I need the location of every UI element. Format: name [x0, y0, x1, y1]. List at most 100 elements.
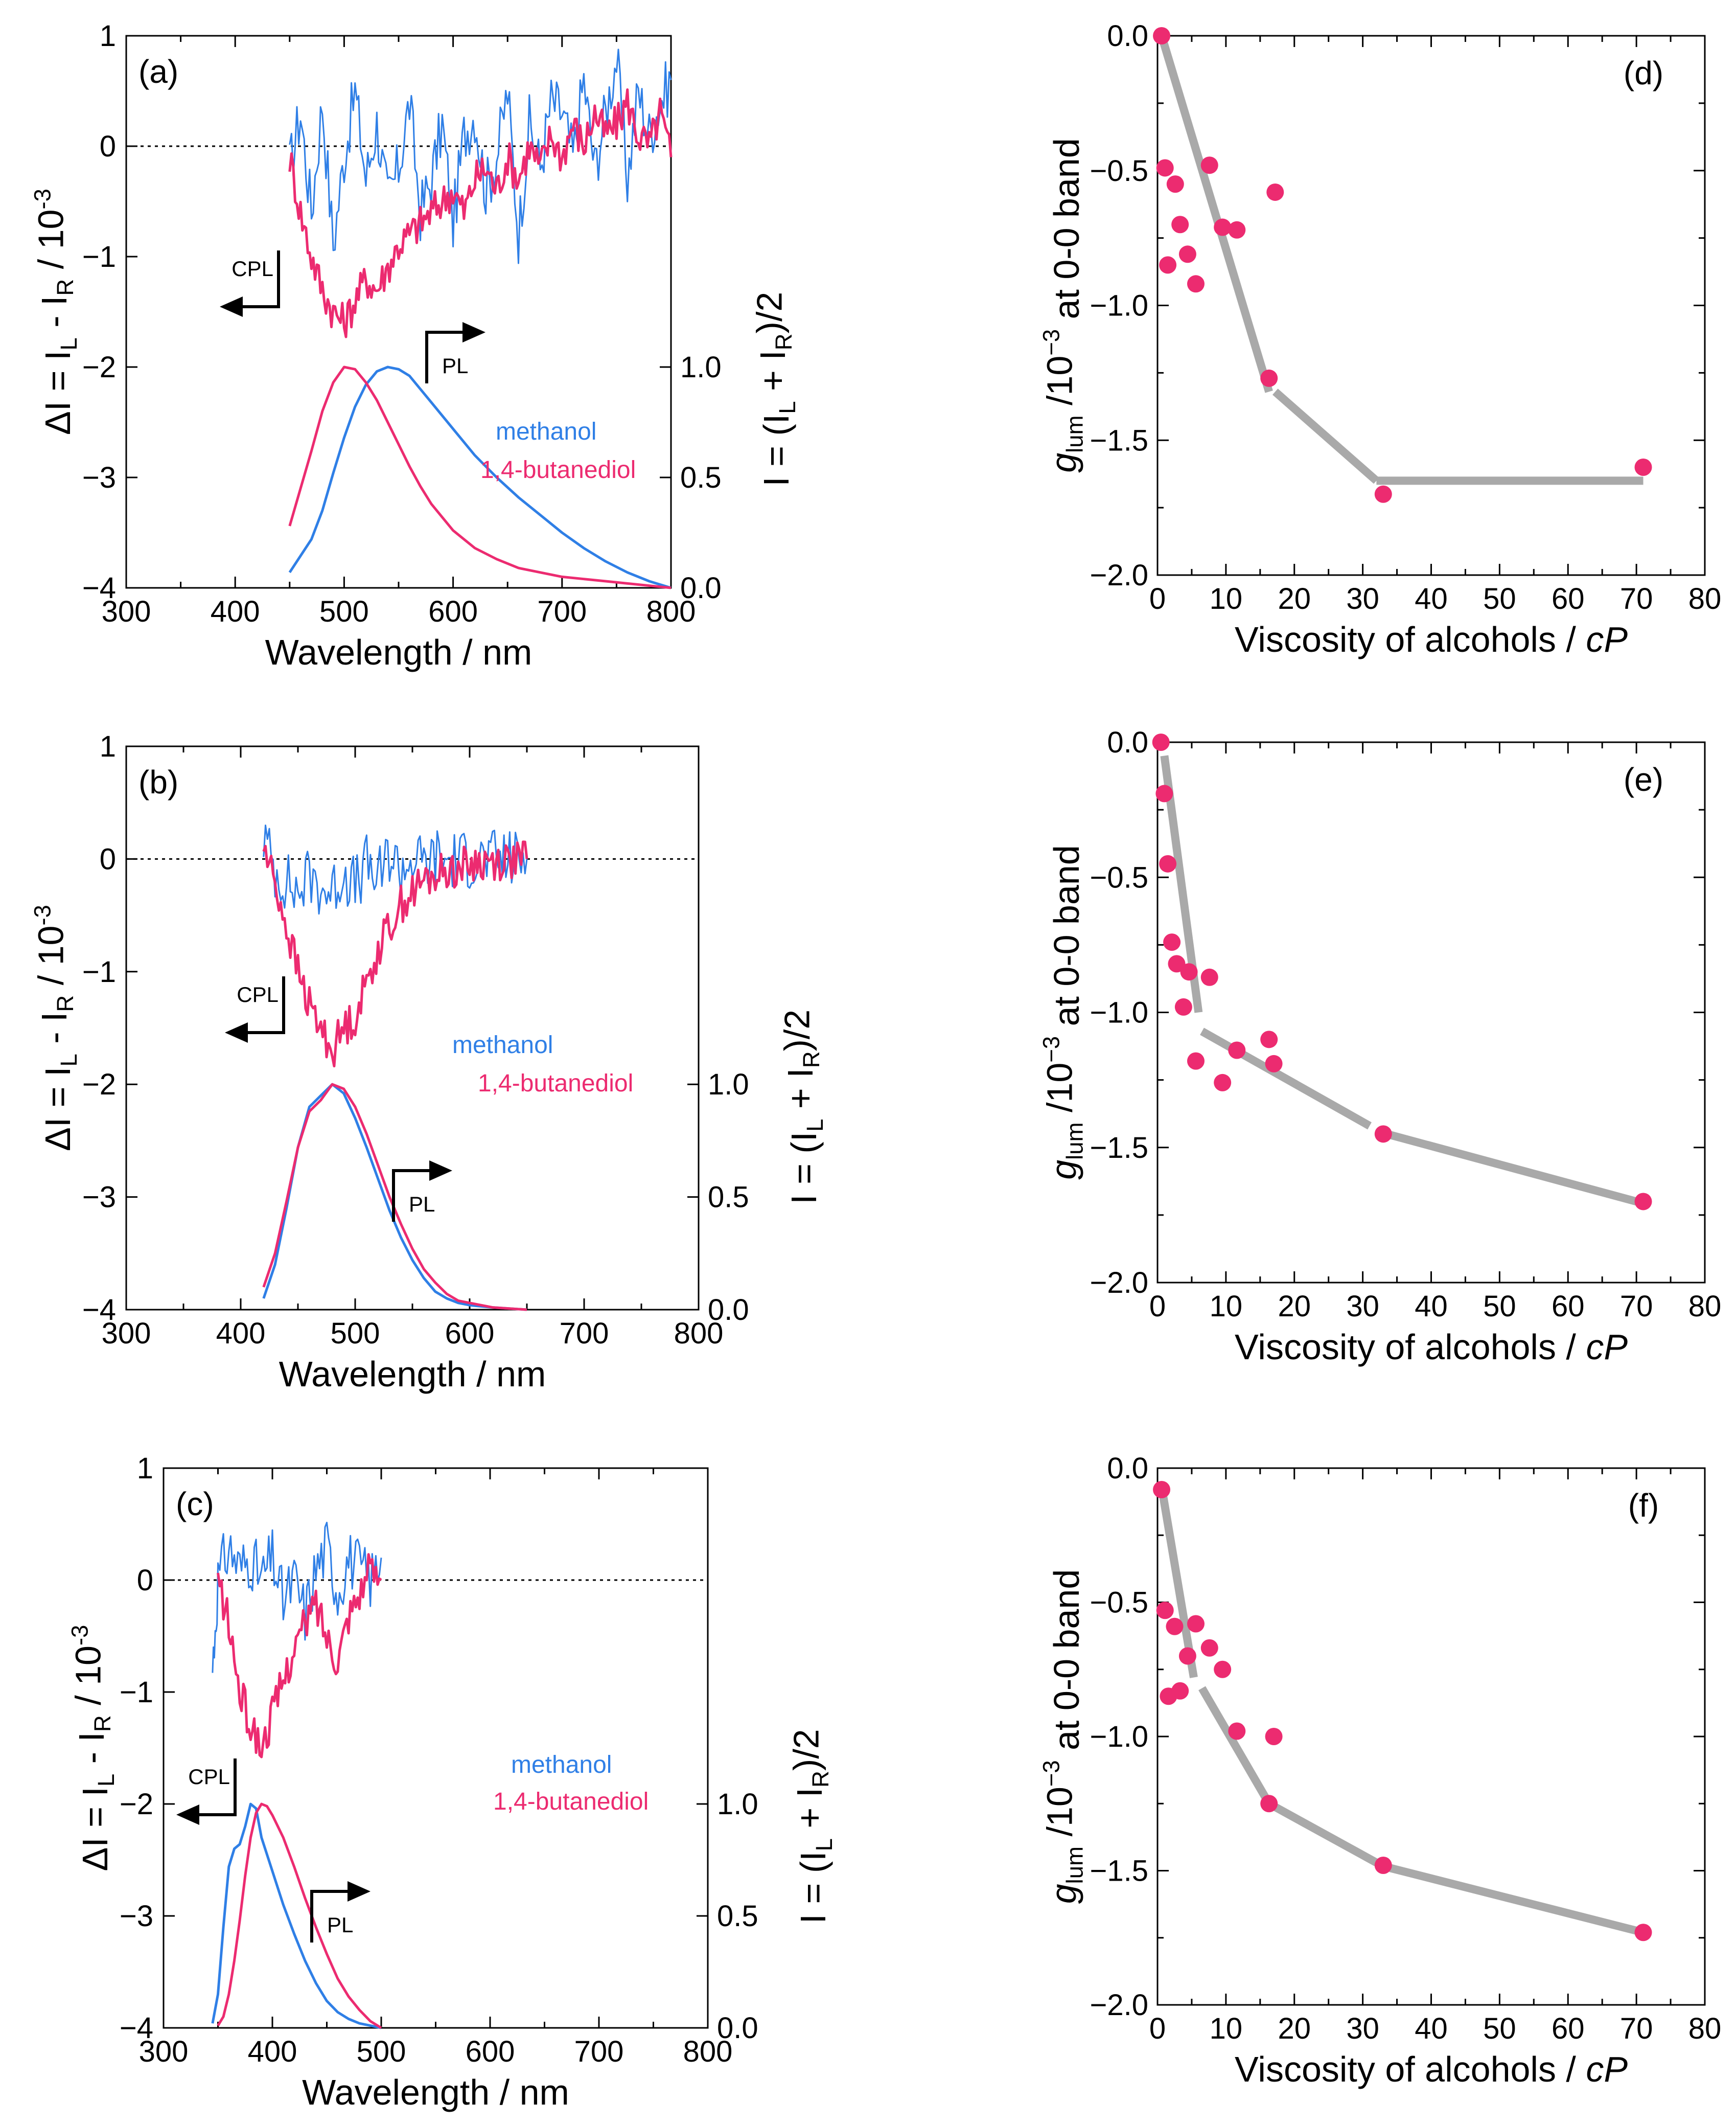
label-subscript: lum: [1062, 1123, 1088, 1160]
y-tick-label: −1.0: [1090, 289, 1149, 323]
label-superscript: −3: [1038, 1036, 1064, 1063]
pl-label: PL: [442, 354, 468, 378]
methanol-pl-line: [211, 1802, 382, 2029]
y-right-axis-title-group: I = (IL​ + IR​)/2: [749, 292, 800, 487]
data-point: [1260, 369, 1278, 387]
x-tick-label: 400: [216, 1317, 266, 1350]
x-tick-label: 0: [1149, 582, 1166, 615]
trend-line: [1385, 1130, 1638, 1206]
label-subscript: lum: [1062, 1846, 1088, 1884]
y-tick-label: −1.5: [1090, 1131, 1149, 1164]
panel-d: 0 10 20 30 40 50 60 70 80 0.0 −0.5 −1.0 −1.5 −2.0 (d) V…: [1038, 19, 1722, 659]
label-part: cP: [1586, 1327, 1628, 1367]
panel-f: 0 10 20 30 40 50 60 70 80 0.0 −0.5 −1.0 −1.5 −2.0 (f) V…: [1038, 1452, 1722, 2089]
panel-label: (a): [138, 53, 178, 90]
x-tick-label: 10: [1210, 582, 1243, 615]
label-part: )/2: [749, 292, 789, 334]
data-point: [1166, 1617, 1184, 1635]
y-axis-title-group: glum /10−3 at 0-0 band: [1038, 138, 1088, 473]
cpl-label: CPL: [232, 257, 273, 281]
panel-label: (f): [1628, 1487, 1659, 1524]
data-point: [1180, 963, 1198, 981]
cpl-arrow-head: [176, 1804, 199, 1825]
data-point: [1228, 1722, 1246, 1740]
data-point: [1214, 1073, 1232, 1091]
x-tick-label: 10: [1210, 1290, 1243, 1323]
y-tick-label: 0: [100, 130, 116, 163]
label-subscript: L: [56, 337, 82, 350]
y-tick-label: −2.0: [1090, 1989, 1149, 2022]
data-point: [1178, 245, 1196, 263]
y-axis-title-group: glum /10−3 at 0-0 band: [1038, 1569, 1088, 1904]
x-tick-label: 10: [1210, 2012, 1243, 2045]
x-tick-label: 700: [560, 1317, 609, 1350]
methanol-pl-line: [288, 365, 672, 589]
pl-label: PL: [327, 1913, 353, 1937]
y-axis-title-group: glum /10−3 at 0-0 band: [1038, 845, 1088, 1180]
label-subscript: R: [771, 333, 797, 350]
label-subscript: R: [52, 279, 78, 296]
label-part: ΔI = I: [75, 1787, 115, 1871]
x-tick-label: 300: [102, 595, 151, 628]
label-part: - I: [34, 296, 74, 338]
legend-butanediol: 1,4-butanediol: [480, 456, 636, 484]
y-axis-title: ΔI = IL​ - IR​ / 10-3​: [66, 1625, 119, 1871]
panel-e: 0 10 20 30 40 50 60 70 80 0.0 −0.5 −1.0 −1.5 −2.0 (e) V…: [1038, 726, 1722, 1367]
label-part: /10: [1040, 1787, 1080, 1846]
label-part: g: [1044, 1884, 1083, 1904]
label-part: - I: [72, 1732, 111, 1774]
methanol-cpl-line: [212, 1521, 382, 1673]
y-tick-label: −3: [82, 461, 116, 494]
label-part: g: [1044, 453, 1083, 473]
butanediol-cpl-line: [262, 840, 528, 1068]
x-tick-label: 70: [1620, 1290, 1653, 1323]
x-tick-label: 500: [357, 2035, 406, 2068]
y-axis-title-group: ΔI = IL​ - IR​ / 10-3​: [29, 189, 81, 435]
x-tick-label: 800: [683, 2035, 733, 2068]
y-tick-label: 0.0: [1107, 726, 1148, 759]
label-superscript: -3: [66, 1625, 92, 1646]
x-tick-label: 700: [537, 595, 587, 628]
y-right-tick-label: 0.0: [708, 1293, 749, 1327]
label-part: Viscosity of alcohols /: [1235, 1327, 1586, 1367]
y-right-tick-label: 1.0: [708, 1068, 749, 1101]
y-right-tick-label: 0.5: [680, 461, 722, 494]
legend-butanediol: 1,4-butanediol: [493, 1788, 649, 1815]
pl-arrow-head: [429, 1160, 452, 1181]
data-point: [1228, 1041, 1246, 1059]
label-part: Viscosity of alcohols /: [1235, 620, 1586, 659]
x-axis-title: Wavelength / nm: [302, 2072, 569, 2112]
cpl-arrow-head: [225, 1022, 248, 1043]
label-subscript: L: [93, 1774, 119, 1787]
x-tick-label: 70: [1620, 582, 1653, 615]
label-part: + I: [753, 350, 793, 401]
pl-arrow: [392, 1169, 429, 1222]
data-point: [1155, 785, 1173, 803]
label-subscript: R: [798, 1051, 824, 1068]
x-tick-label: 600: [428, 595, 478, 628]
label-superscript: -3: [29, 189, 55, 209]
butanediol-pl-line: [262, 1083, 527, 1311]
y-tick-label: 1: [137, 1452, 153, 1485]
legend-methanol: methanol: [496, 418, 596, 445]
data-point: [1266, 183, 1284, 201]
label-part: cP: [1586, 2049, 1628, 2089]
label-subscript: R: [807, 1771, 834, 1788]
label-subscript: L: [811, 1838, 837, 1851]
y-tick-label: −0.5: [1090, 861, 1149, 894]
pl-label: PL: [409, 1192, 435, 1216]
y-tick-label: −4: [82, 1293, 116, 1327]
pl-arrow-head: [348, 1881, 371, 1902]
data-point: [1214, 218, 1232, 236]
y-tick-label: −2.0: [1090, 1266, 1149, 1299]
label-part: )/2: [786, 1729, 826, 1771]
y-tick-label: 0.0: [1107, 1452, 1148, 1485]
label-part: / 10: [68, 1646, 108, 1715]
pl-arrow: [425, 331, 462, 383]
data-point: [1200, 156, 1218, 174]
x-tick-label: 80: [1688, 582, 1722, 615]
data-point: [1200, 968, 1218, 986]
y-tick-label: −1.0: [1090, 996, 1149, 1030]
y-axis-title: ΔI = IL​ - IR​ / 10-3​: [29, 189, 81, 435]
